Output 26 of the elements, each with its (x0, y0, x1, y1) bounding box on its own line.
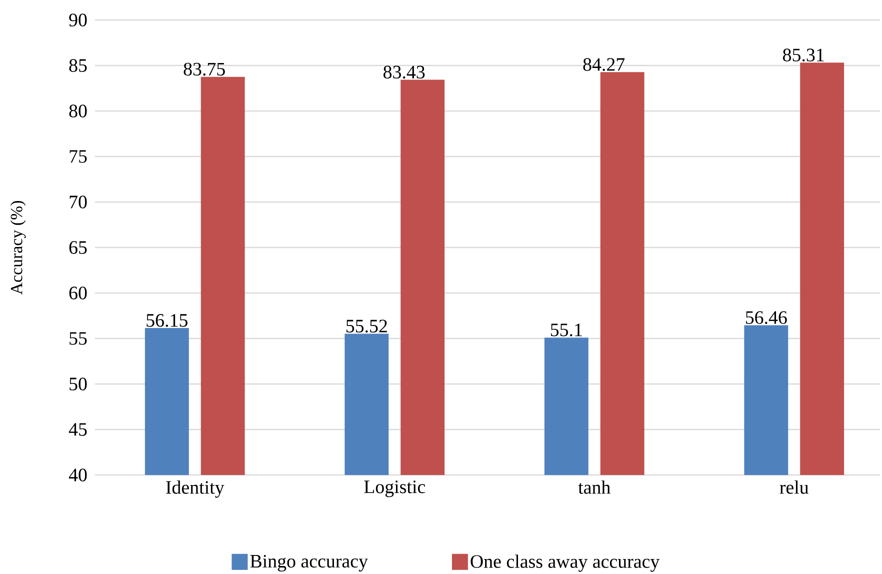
legend-label: One class away accuracy (470, 554, 660, 572)
x-tick-label: tanh (578, 480, 610, 494)
data-label: 83.43 (384, 66, 425, 79)
data-label: 84.27 (583, 58, 625, 71)
y-tick-label: 40 (68, 468, 87, 482)
y-tick-label: 85 (69, 59, 87, 72)
data-label: 55.52 (346, 320, 387, 333)
y-tick-label: 70 (70, 196, 87, 208)
data-label: 55.1 (550, 324, 582, 336)
y-axis-title: Accuracy (%) (10, 200, 26, 295)
data-label: 56.15 (146, 314, 188, 327)
data-label: 83.75 (184, 62, 225, 76)
x-tick-label: Identity (166, 480, 224, 498)
y-tick-label: 45 (68, 423, 87, 436)
legend-label: Bingo accuracy (250, 554, 368, 572)
y-tick-label: 80 (69, 104, 87, 118)
x-tick-label: Logistic (364, 480, 426, 498)
data-label: 56.46 (746, 311, 787, 324)
y-tick-label: 90 (69, 14, 87, 26)
y-tick-label: 55 (70, 332, 87, 345)
x-tick-label: relu (780, 480, 809, 494)
y-tick-label: 75 (70, 150, 87, 163)
y-tick-label: 50 (70, 378, 87, 390)
y-tick-label: 65 (69, 241, 87, 254)
y-tick-label: 60 (69, 286, 87, 300)
data-label: 85.31 (783, 48, 824, 62)
